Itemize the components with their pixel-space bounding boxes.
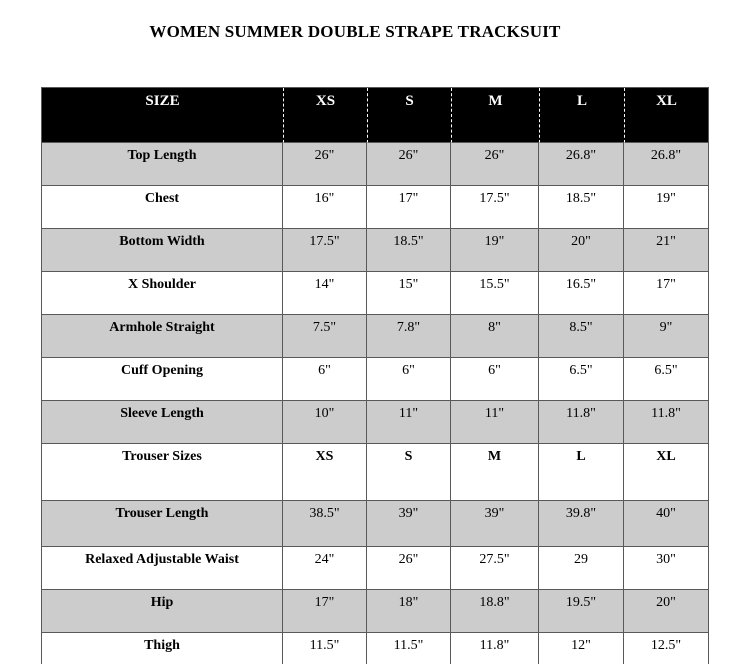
cell-value: 17" — [367, 186, 451, 229]
row-hip: Hip 17" 18" 18.8" 19.5" 20" — [42, 590, 709, 633]
cell-value: M — [451, 444, 539, 501]
cell-value: 6" — [451, 358, 539, 401]
cell-value: 26" — [283, 143, 367, 186]
cell-value: 11" — [451, 401, 539, 444]
cell-value: XS — [283, 444, 367, 501]
cell-value: 18.5" — [539, 186, 624, 229]
row-x-shoulder: X Shoulder 14" 15" 15.5" 16.5" 17" — [42, 272, 709, 315]
row-label: Trouser Sizes — [42, 444, 283, 501]
cell-value: 26" — [451, 143, 539, 186]
cell-value: 12" — [539, 633, 624, 664]
cell-value: 15" — [367, 272, 451, 315]
row-sleeve-length: Sleeve Length 10" 11" 11" 11.8" 11.8" — [42, 401, 709, 444]
cell-value: 11.5" — [367, 633, 451, 664]
cell-value: 20" — [539, 229, 624, 272]
cell-value: 11.8" — [451, 633, 539, 664]
row-trouser-sizes: Trouser Sizes XS S M L XL — [42, 444, 709, 501]
row-top-length: Top Length 26" 26" 26" 26.8" 26.8" — [42, 143, 709, 186]
cell-value: 29 — [539, 547, 624, 590]
cell-value: 40" — [624, 501, 709, 547]
header-col-l: L — [539, 88, 624, 143]
cell-value: 11.8" — [539, 401, 624, 444]
header-col-xs: XS — [283, 88, 367, 143]
cell-value: 11" — [367, 401, 451, 444]
row-bottom-width: Bottom Width 17.5" 18.5" 19" 20" 21" — [42, 229, 709, 272]
row-trouser-length: Trouser Length 38.5" 39" 39" 39.8" 40" — [42, 501, 709, 547]
cell-value: 7.8" — [367, 315, 451, 358]
row-label: Cuff Opening — [42, 358, 283, 401]
cell-value: 11.8" — [624, 401, 709, 444]
cell-value: 11.5" — [283, 633, 367, 664]
cell-value: 26.8" — [624, 143, 709, 186]
header-col-s: S — [367, 88, 451, 143]
row-label: Bottom Width — [42, 229, 283, 272]
header-size-cell: SIZE — [42, 88, 283, 143]
cell-value: 17" — [283, 590, 367, 633]
cell-value: 7.5" — [283, 315, 367, 358]
cell-value: 12.5" — [624, 633, 709, 664]
cell-value: 16.5" — [539, 272, 624, 315]
cell-value: L — [539, 444, 624, 501]
cell-value: 27.5" — [451, 547, 539, 590]
cell-value: 10" — [283, 401, 367, 444]
cell-value: 26" — [367, 547, 451, 590]
size-chart-table: SIZE XS S M L XL Top Length 26" 26" 26" … — [41, 87, 709, 664]
cell-value: 19" — [624, 186, 709, 229]
cell-value: 20" — [624, 590, 709, 633]
cell-value: 38.5" — [283, 501, 367, 547]
cell-value: 14" — [283, 272, 367, 315]
row-label: Hip — [42, 590, 283, 633]
cell-value: 26" — [367, 143, 451, 186]
row-label: X Shoulder — [42, 272, 283, 315]
cell-value: 19.5" — [539, 590, 624, 633]
cell-value: 17" — [624, 272, 709, 315]
cell-value: 15.5" — [451, 272, 539, 315]
cell-value: 39" — [451, 501, 539, 547]
cell-value: 18" — [367, 590, 451, 633]
cell-value: 6" — [283, 358, 367, 401]
row-label: Sleeve Length — [42, 401, 283, 444]
cell-value: 6.5" — [624, 358, 709, 401]
cell-value: 6" — [367, 358, 451, 401]
cell-value: 17.5" — [283, 229, 367, 272]
cell-value: 16" — [283, 186, 367, 229]
cell-value: 24" — [283, 547, 367, 590]
row-chest: Chest 16" 17" 17.5" 18.5" 19" — [42, 186, 709, 229]
header-col-xl: XL — [624, 88, 709, 143]
cell-value: 26.8" — [539, 143, 624, 186]
cell-value: 9" — [624, 315, 709, 358]
row-label: Top Length — [42, 143, 283, 186]
size-chart-header-row: SIZE XS S M L XL — [42, 88, 709, 143]
cell-value: XL — [624, 444, 709, 501]
cell-value: 21" — [624, 229, 709, 272]
header-col-m: M — [451, 88, 539, 143]
row-label: Relaxed Adjustable Waist — [42, 547, 283, 590]
cell-value: 8.5" — [539, 315, 624, 358]
row-cuff-opening: Cuff Opening 6" 6" 6" 6.5" 6.5" — [42, 358, 709, 401]
row-label: Thigh — [42, 633, 283, 664]
row-label: Armhole Straight — [42, 315, 283, 358]
cell-value: 6.5" — [539, 358, 624, 401]
row-armhole-straight: Armhole Straight 7.5" 7.8" 8" 8.5" 9" — [42, 315, 709, 358]
cell-value: S — [367, 444, 451, 501]
row-relaxed-adjustable-waist: Relaxed Adjustable Waist 24" 26" 27.5" 2… — [42, 547, 709, 590]
row-label: Chest — [42, 186, 283, 229]
cell-value: 30" — [624, 547, 709, 590]
cell-value: 8" — [451, 315, 539, 358]
row-thigh: Thigh 11.5" 11.5" 11.8" 12" 12.5" — [42, 633, 709, 664]
cell-value: 18.8" — [451, 590, 539, 633]
cell-value: 19" — [451, 229, 539, 272]
row-label: Trouser Length — [42, 501, 283, 547]
cell-value: 18.5" — [367, 229, 451, 272]
cell-value: 17.5" — [451, 186, 539, 229]
cell-value: 39.8" — [539, 501, 624, 547]
page-title: WOMEN SUMMER DOUBLE STRAPE TRACKSUIT — [149, 22, 561, 41]
cell-value: 39" — [367, 501, 451, 547]
